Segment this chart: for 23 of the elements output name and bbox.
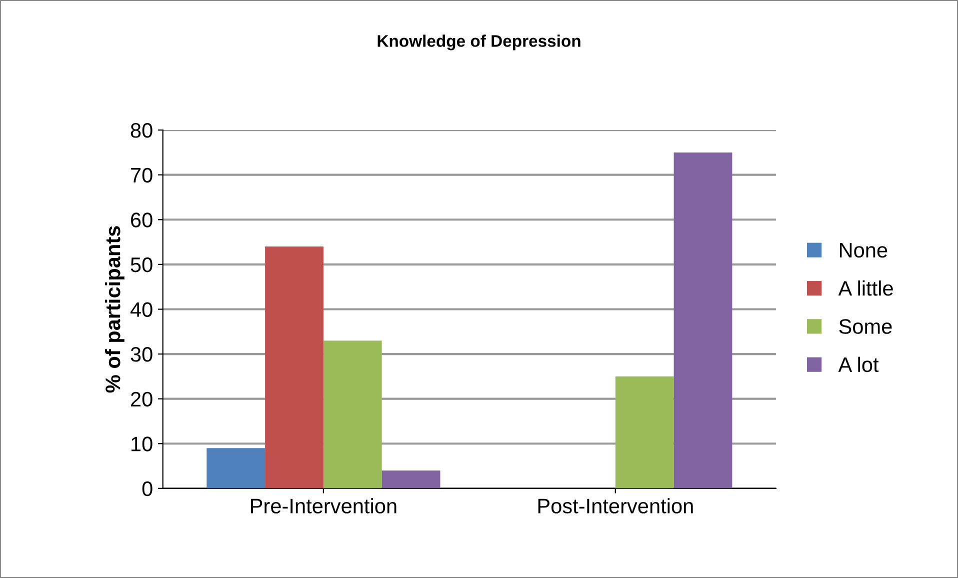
x-tick-label: Post-Intervention xyxy=(538,498,693,514)
y-axis-title: % of participants xyxy=(104,226,124,393)
y-tick-label: 30 xyxy=(130,347,152,362)
bar xyxy=(615,376,674,488)
bar xyxy=(382,470,440,488)
y-tick-label: 20 xyxy=(131,392,152,407)
x-tick-label: Pre-Intervention xyxy=(251,498,396,514)
legend-label: A lot xyxy=(838,356,879,372)
bar xyxy=(323,340,382,488)
y-tick-label: 80 xyxy=(130,123,152,138)
y-tick-label: 10 xyxy=(132,436,152,452)
y-tick-label: 60 xyxy=(131,212,152,228)
legend-label: None xyxy=(840,243,888,258)
legend-label: Some xyxy=(839,319,892,334)
legend-label: A little xyxy=(838,280,893,296)
bar xyxy=(265,246,324,488)
bar xyxy=(206,448,266,488)
chart-title: Knowledge of Depression xyxy=(378,34,580,50)
y-tick-label: 70 xyxy=(131,168,152,183)
bar xyxy=(674,152,732,488)
y-tick-label: 50 xyxy=(130,257,152,272)
y-tick-label: 40 xyxy=(130,302,152,317)
y-tick-label: 0 xyxy=(142,481,152,496)
